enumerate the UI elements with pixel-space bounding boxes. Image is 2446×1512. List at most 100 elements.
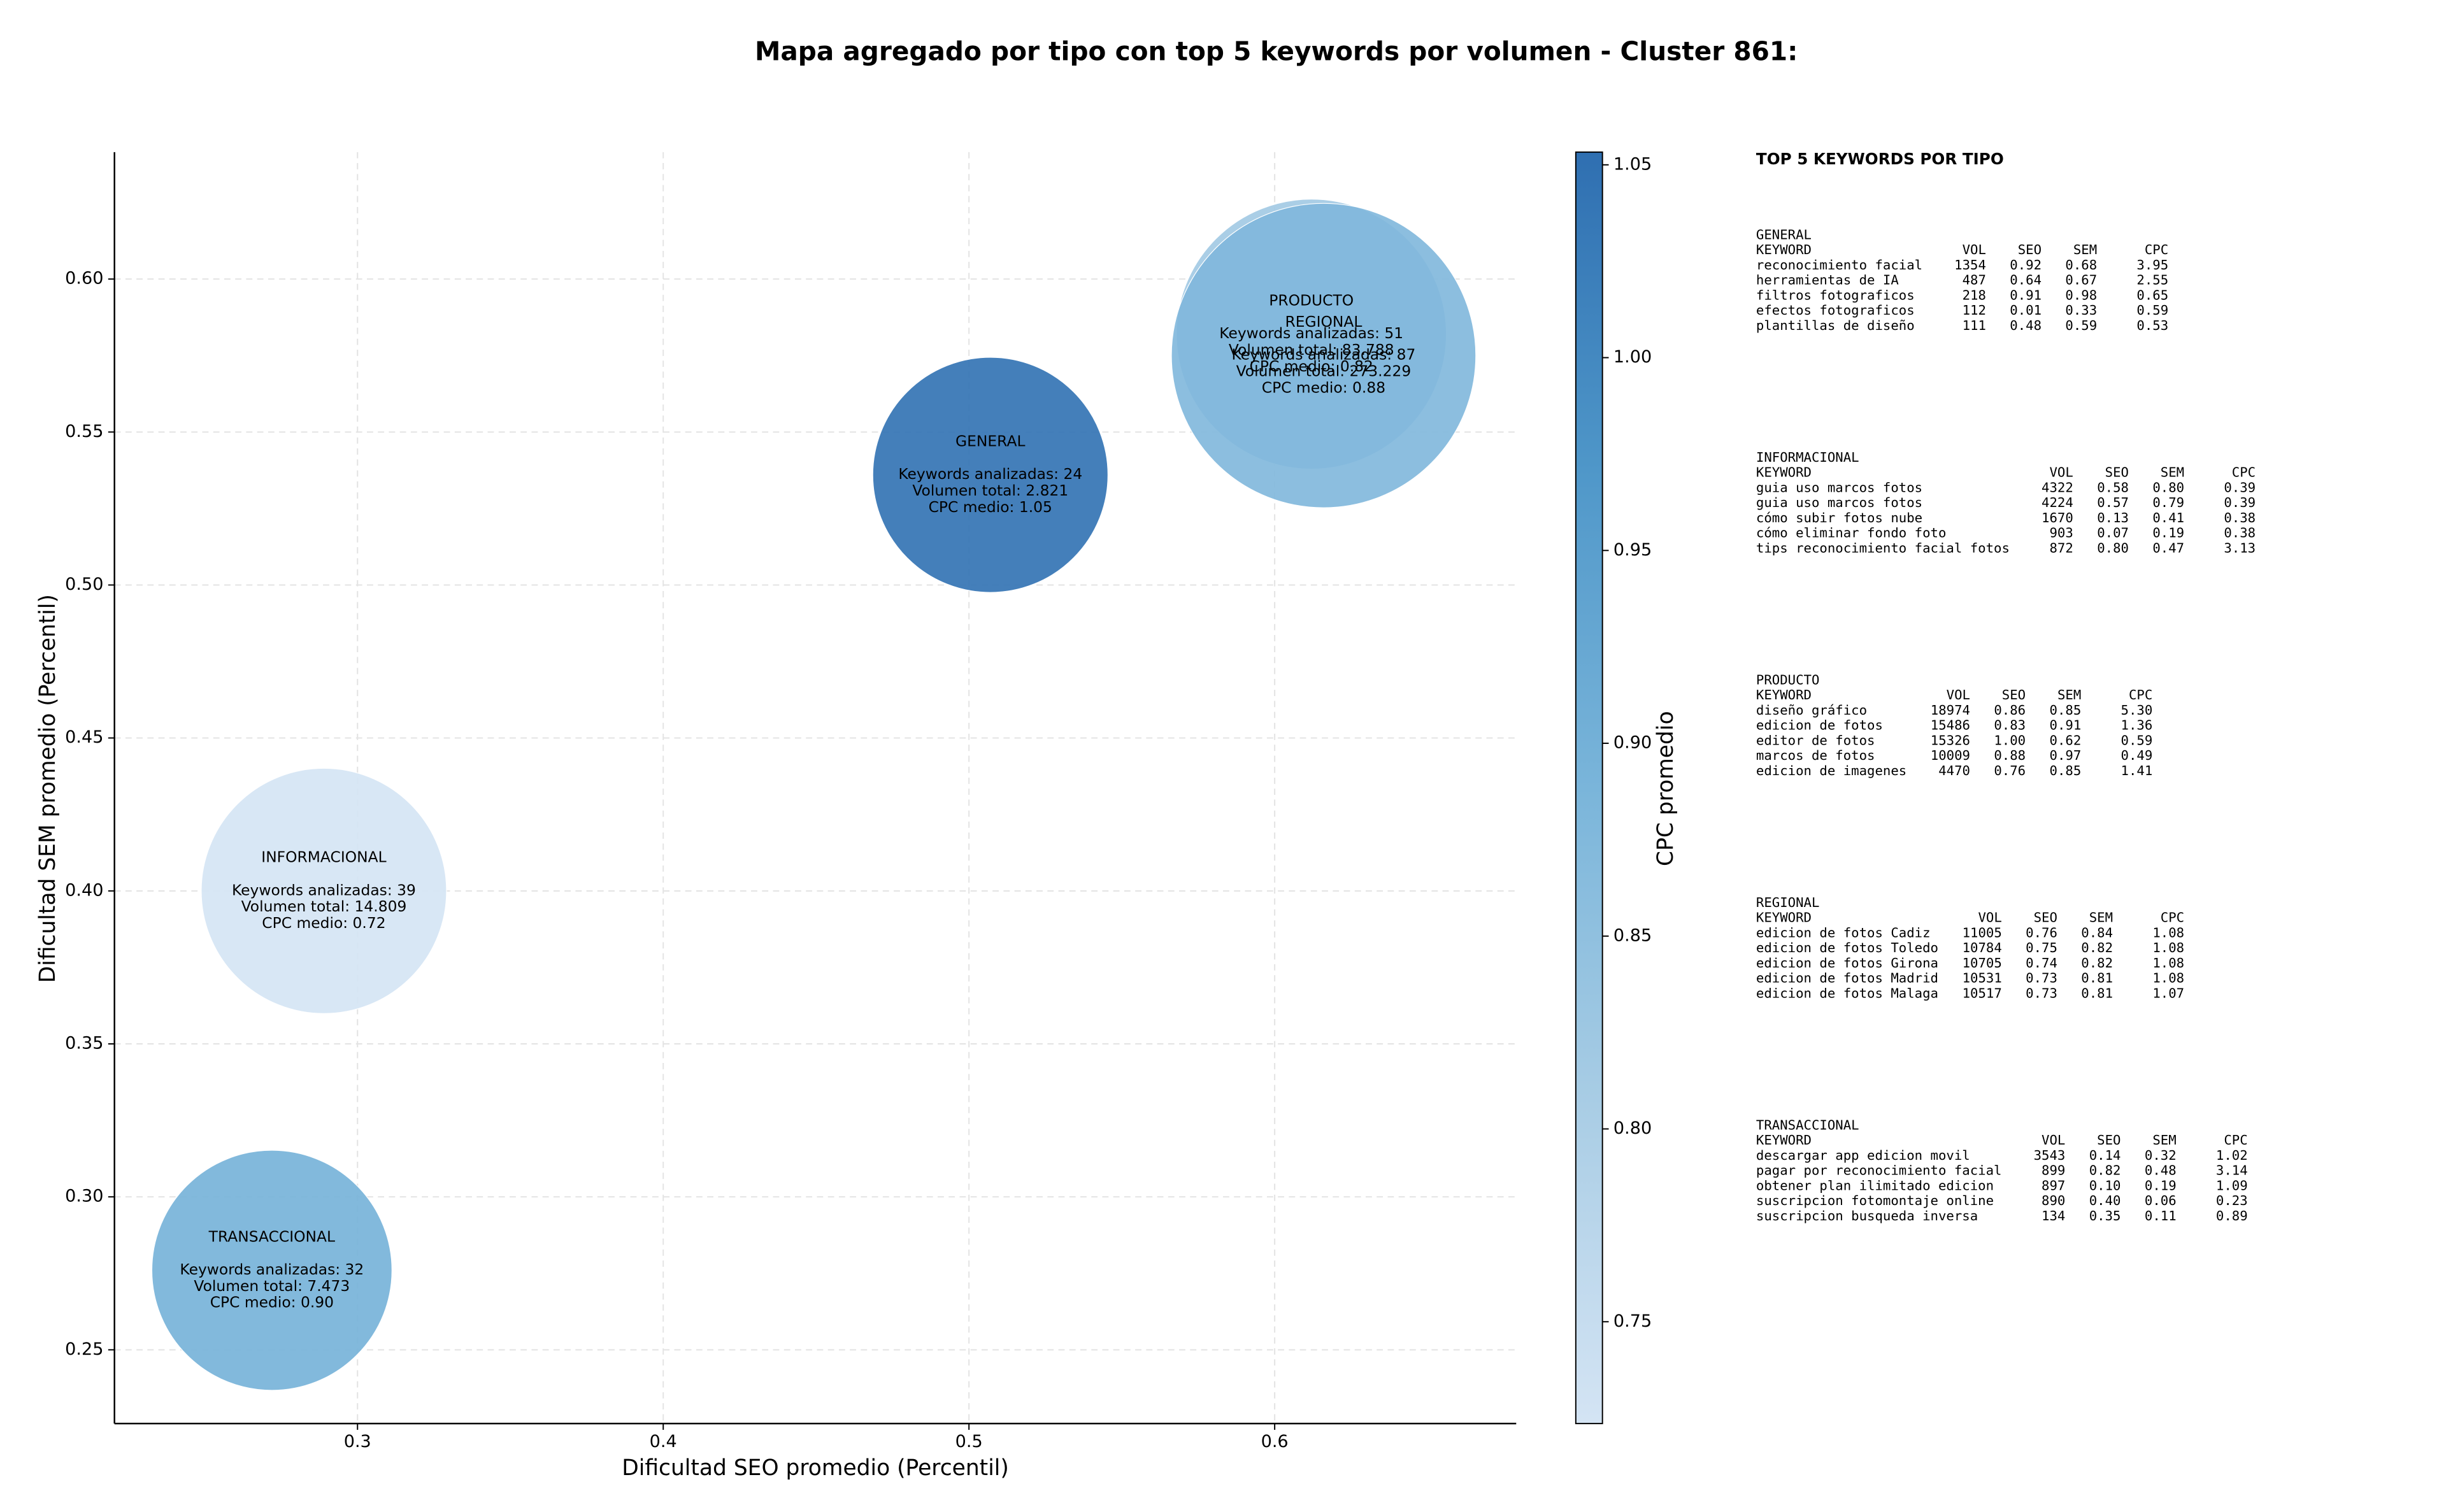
table-cell: 0.39 [2224,495,2256,510]
table-cell: 0.32 [2145,1148,2177,1163]
table-cell: guia uso marcos fotos [1756,480,1922,495]
bubble-annotation: Keywords analizadas: 32 [180,1260,364,1278]
table-cell: 0.64 [2010,273,2042,288]
y-tick-label: 0.40 [65,880,103,900]
table-cell: 0.73 [2026,985,2057,1001]
table-cell: 1.08 [2152,971,2184,986]
table-cell: herramientas de IA [1756,273,1899,288]
table-cell: suscripcion busqueda inversa [1756,1208,1978,1223]
table-header: SEO [2002,687,2026,703]
table-cell: edicion de fotos Girona [1756,955,1938,971]
table-cell: 0.23 [2216,1193,2248,1208]
x-tick-label: 0.3 [344,1432,371,1451]
bubble-annotation: CPC medio: 1.05 [929,498,1052,516]
table-cell: 0.82 [2081,955,2113,971]
bubble-label: PRODUCTO [1269,291,1354,309]
table-cell: 0.13 [2097,510,2129,525]
table-cell: 0.82 [2081,940,2113,955]
table-cell: 1.09 [2216,1178,2248,1193]
table-cell: 0.14 [2089,1148,2121,1163]
table-cell: 897 [2042,1178,2065,1193]
colorbar-tick-label: 1.05 [1613,154,1652,174]
table-cell: 0.48 [2010,318,2042,333]
table-cell: 1.02 [2216,1148,2248,1163]
x-tick-label: 0.5 [955,1432,983,1451]
table-cell: 4224 [2042,495,2073,510]
table-cell: 10784 [1963,940,2002,955]
bubble-annotation: Volumen total: 2.821 [912,481,1068,499]
table-cell: editor de fotos [1756,732,1875,748]
x-tick-label: 0.6 [1261,1432,1289,1451]
table-cell: 15326 [1931,732,1970,748]
colorbar-tick-label: 1.00 [1613,347,1652,367]
table-cell: 0.79 [2152,495,2184,510]
bubble [1171,203,1477,508]
table-cell: 0.81 [2081,971,2113,986]
table-cell: 10705 [1963,955,2002,971]
table-cell: 0.67 [2065,273,2097,288]
table-cell: 3.14 [2216,1163,2248,1178]
table-cell: efectos fotograficos [1756,303,1915,318]
colorbar-tick-label: 0.80 [1613,1118,1652,1138]
y-tick-label: 0.45 [65,727,103,747]
table-title: PRODUCTO [1756,672,1820,687]
x-tick-label: 0.4 [650,1432,677,1451]
table-cell: 890 [2042,1193,2065,1208]
colorbar-tick-label: 0.90 [1613,733,1652,753]
table-cell: edicion de fotos Madrid [1756,971,1938,986]
table-cell: cómo subir fotos nube [1756,510,1922,525]
bubble [201,767,447,1015]
bubble-label: REGIONAL [1285,313,1362,331]
bubble-label: TRANSACCIONAL [208,1227,335,1245]
table-header: SEO [2034,910,2057,925]
table-cell: guia uso marcos fotos [1756,495,1922,510]
colorbar [1575,151,1603,1425]
table-cell: 0.59 [2121,732,2153,748]
y-axis-label: Dificultad SEM promedio (Percentil) [35,594,61,983]
table-cell: 1.08 [2152,925,2184,940]
table-header: SEO [2018,242,2042,257]
chart-title: Mapa agregado por tipo con top 5 keyword… [755,36,1798,67]
table-cell: 0.57 [2097,495,2129,510]
table-header: CPC [2224,1132,2247,1148]
table-cell: 0.19 [2145,1178,2177,1193]
table-cell: 0.80 [2097,540,2129,555]
table-header: VOL [1963,242,1986,257]
colorbar-tick-label: 0.85 [1613,925,1652,945]
table-cell: 0.89 [2216,1208,2248,1223]
table-header: SEM [2073,242,2097,257]
table-cell: 903 [2050,525,2073,541]
table-header: VOL [2050,465,2073,480]
table-cell: 112 [1963,303,1986,318]
colorbar-tick-label: 0.95 [1613,540,1652,560]
table-cell: 0.85 [2050,763,2082,778]
table-cell: 0.58 [2097,480,2129,495]
table-cell: 0.80 [2152,480,2184,495]
bubble-annotation: CPC medio: 0.88 [1262,378,1385,396]
table-header: SEM [2152,1132,2176,1148]
table-cell: 0.38 [2224,525,2256,541]
table-cell: 15486 [1931,718,1970,733]
table-cell: 18974 [1931,703,1970,718]
bubble-annotation: Keywords analizadas: 39 [232,881,416,899]
table-cell: 0.81 [2081,985,2113,1001]
table-cell: 487 [1963,273,1986,288]
table-cell: edicion de fotos Toledo [1756,940,1938,955]
table-header: CPC [2145,242,2168,257]
y-tick-label: 0.55 [65,422,103,441]
table-cell: 0.86 [1994,703,2026,718]
colorbar-tick-label: 0.75 [1613,1311,1652,1331]
table-title: REGIONAL [1756,895,1820,910]
table-cell: 218 [1963,287,1986,303]
table-cell: 1.41 [2121,763,2153,778]
table-cell: edicion de fotos [1756,718,1883,733]
table-cell: 0.73 [2026,971,2057,986]
table-cell: 4470 [1938,763,1970,778]
bubble-annotation: CPC medio: 0.72 [262,914,385,932]
table-header: KEYWORD [1756,242,1812,257]
bubble-annotation: Keywords analizadas: 24 [898,465,1082,483]
bubble [151,1150,392,1391]
table-cell: 1.07 [2152,985,2184,1001]
